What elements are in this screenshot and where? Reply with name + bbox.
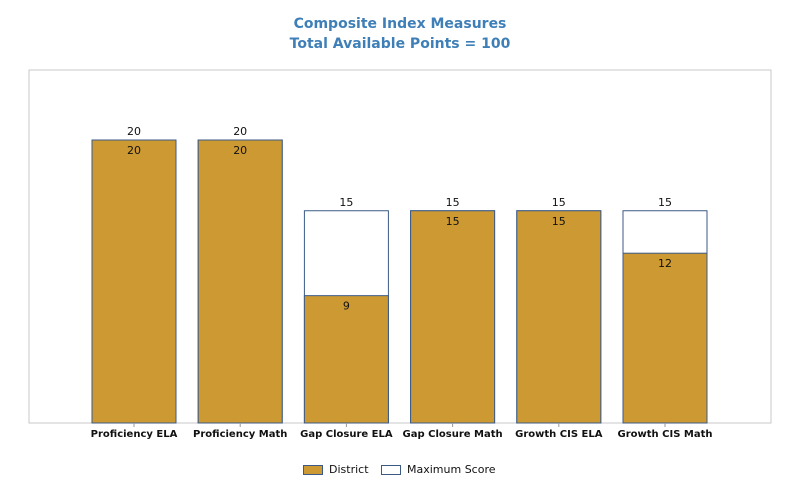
- x-tick-label: Proficiency Math: [193, 429, 287, 440]
- max-score-label: 20: [127, 125, 141, 138]
- district-value-label: 20: [127, 144, 141, 157]
- max-score-label: 15: [446, 196, 460, 209]
- legend-label-maximum-score: Maximum Score: [407, 463, 496, 476]
- max-score-label: 15: [552, 196, 566, 209]
- district-bar: [303, 295, 389, 424]
- legend-swatch-district: [303, 464, 323, 475]
- x-tick-label: Gap Closure Math: [403, 429, 503, 440]
- plot-area: [28, 69, 772, 424]
- max-score-label: 15: [339, 196, 353, 209]
- district-bar: [410, 210, 496, 424]
- district-value-label: 20: [233, 144, 247, 157]
- chart-title: Composite Index Measures: [293, 16, 507, 32]
- district-value-label: 15: [552, 215, 566, 228]
- district-bar: [622, 252, 708, 424]
- district-value-label: 15: [446, 215, 460, 228]
- district-value-label: 12: [658, 257, 672, 270]
- legend: District Maximum Score: [0, 463, 800, 481]
- legend-item-district: District: [303, 463, 369, 476]
- x-tick-label: Gap Closure ELA: [300, 429, 393, 440]
- x-tick-label: Proficiency ELA: [91, 429, 178, 440]
- legend-swatch-maximum-score: [381, 464, 401, 475]
- district-value-label: 9: [343, 300, 350, 313]
- district-bar: [516, 210, 602, 424]
- legend-label-district: District: [329, 463, 369, 476]
- max-score-label: 15: [658, 196, 672, 209]
- chart-subtitle: Total Available Points = 100: [289, 36, 511, 52]
- district-bar: [197, 139, 283, 424]
- district-bar: [91, 139, 177, 424]
- x-tick-label: Growth CIS ELA: [515, 429, 603, 440]
- legend-item-maximum-score: Maximum Score: [381, 463, 496, 476]
- max-score-label: 20: [233, 125, 247, 138]
- x-tick-label: Growth CIS Math: [618, 429, 713, 440]
